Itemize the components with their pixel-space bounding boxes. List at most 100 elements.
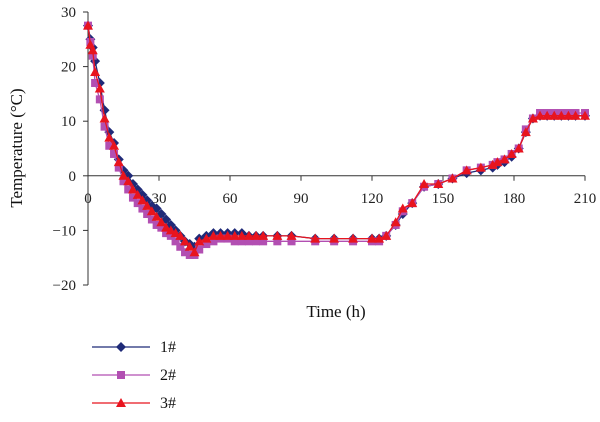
- data-point: [165, 225, 176, 235]
- data-point: [119, 177, 128, 186]
- data-point: [215, 230, 226, 240]
- data-point: [549, 110, 560, 120]
- data-point: [397, 203, 408, 213]
- y-tick-label: 20: [61, 60, 76, 76]
- legend-label: 3#: [160, 395, 176, 412]
- y-tick-label: 10: [61, 114, 76, 130]
- x-tick-label: 0: [84, 191, 92, 207]
- data-point: [189, 247, 200, 257]
- data-point: [381, 230, 392, 240]
- data-point: [208, 230, 219, 240]
- data-point: [230, 237, 239, 246]
- legend-label: 2#: [160, 367, 176, 384]
- data-point: [175, 230, 186, 240]
- x-axis-title: Time (h): [306, 302, 365, 321]
- data-point: [433, 178, 444, 188]
- x-tick-label: 120: [361, 191, 384, 207]
- data-point: [176, 242, 185, 251]
- data-point: [273, 237, 282, 246]
- data-point: [128, 193, 137, 202]
- data-point: [209, 237, 218, 246]
- legend-label: 1#: [160, 339, 176, 356]
- data-point: [237, 237, 246, 246]
- data-point: [133, 199, 142, 208]
- data-point: [99, 113, 110, 123]
- data-point: [520, 127, 531, 137]
- legend-item: 3#: [92, 395, 176, 412]
- data-point: [487, 159, 498, 169]
- data-point: [194, 236, 205, 246]
- x-tick-label: 210: [574, 191, 597, 207]
- data-point: [229, 230, 240, 240]
- data-point: [244, 237, 253, 246]
- data-point: [87, 45, 98, 55]
- data-point: [127, 184, 138, 194]
- data-point: [156, 217, 167, 227]
- data-point: [124, 185, 133, 194]
- data-point: [542, 110, 553, 120]
- data-point: [146, 206, 157, 216]
- data-point: [563, 110, 574, 120]
- data-point: [390, 217, 401, 227]
- data-point: [166, 231, 175, 240]
- series-layer: [83, 20, 590, 259]
- data-point: [236, 230, 247, 240]
- data-point: [506, 148, 517, 158]
- data-point: [419, 178, 430, 188]
- data-point: [83, 20, 93, 30]
- data-point: [185, 250, 194, 259]
- data-point: [94, 83, 105, 93]
- data-point: [287, 237, 296, 246]
- y-tick-label: −10: [53, 223, 76, 239]
- legend: 1# 2# 3#: [92, 339, 176, 412]
- data-point: [348, 233, 359, 243]
- data-point: [243, 230, 254, 240]
- data-point: [123, 176, 134, 186]
- data-point: [202, 240, 211, 249]
- data-point: [104, 132, 115, 142]
- data-point: [113, 157, 124, 167]
- data-point: [157, 223, 166, 232]
- data-point: [310, 233, 321, 243]
- x-tick-label: 30: [152, 191, 167, 207]
- data-point: [181, 248, 190, 257]
- series-3: [83, 20, 590, 257]
- legend-item: 2#: [92, 367, 176, 384]
- data-point: [91, 78, 100, 87]
- data-point: [580, 110, 590, 120]
- data-point: [170, 228, 181, 238]
- data-point: [259, 237, 268, 246]
- data-point: [138, 204, 147, 213]
- data-point: [222, 230, 233, 240]
- data-point: [151, 211, 162, 221]
- data-point: [570, 110, 581, 120]
- data-point: [132, 189, 143, 199]
- data-point: [162, 229, 171, 238]
- legend-item: 1#: [92, 339, 176, 356]
- data-point: [475, 162, 486, 172]
- data-point: [447, 173, 458, 183]
- data-point: [329, 233, 340, 243]
- legend-marker: [116, 342, 126, 352]
- y-tick-label: −20: [53, 278, 76, 294]
- data-point: [374, 233, 385, 243]
- x-tick-label: 90: [294, 191, 309, 207]
- data-point: [272, 230, 283, 240]
- data-point: [195, 245, 204, 254]
- data-point: [118, 170, 129, 180]
- data-point: [556, 110, 567, 120]
- y-tick-label: 30: [61, 5, 76, 21]
- data-point: [152, 220, 161, 229]
- data-point: [142, 200, 153, 210]
- data-point: [184, 241, 195, 251]
- data-point: [527, 113, 538, 123]
- legend-marker: [117, 371, 125, 379]
- data-point: [258, 230, 269, 240]
- data-point: [407, 198, 418, 208]
- data-point: [180, 236, 191, 246]
- data-point: [110, 149, 119, 158]
- data-point: [127, 178, 138, 189]
- x-tick-label: 150: [432, 191, 455, 207]
- data-point: [535, 110, 546, 120]
